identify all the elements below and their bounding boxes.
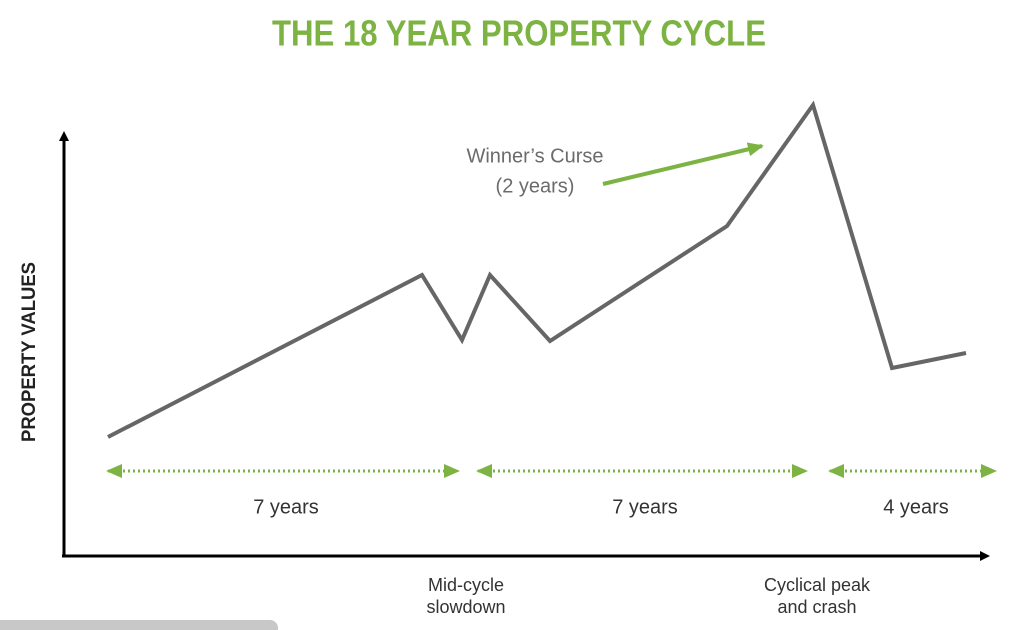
span-label: 7 years	[612, 496, 678, 518]
annotation-text: Winner’s Curse	[466, 145, 603, 167]
y-axis-label: PROPERTY VALUES	[19, 262, 40, 442]
x-label: Mid-cycle	[428, 575, 504, 595]
title: THE 18 YEAR PROPERTY CYCLE	[272, 13, 766, 54]
scroll-bar	[0, 620, 278, 630]
annotation-arrow	[602, 142, 764, 186]
x-label: Cyclical peak	[764, 575, 871, 595]
annotation-text: (2 years)	[496, 175, 575, 197]
span-label: 4 years	[883, 496, 949, 518]
x-label: slowdown	[426, 597, 505, 617]
span-label: 7 years	[253, 496, 319, 518]
x-label: and crash	[777, 597, 856, 617]
cycle-line	[107, 100, 967, 439]
